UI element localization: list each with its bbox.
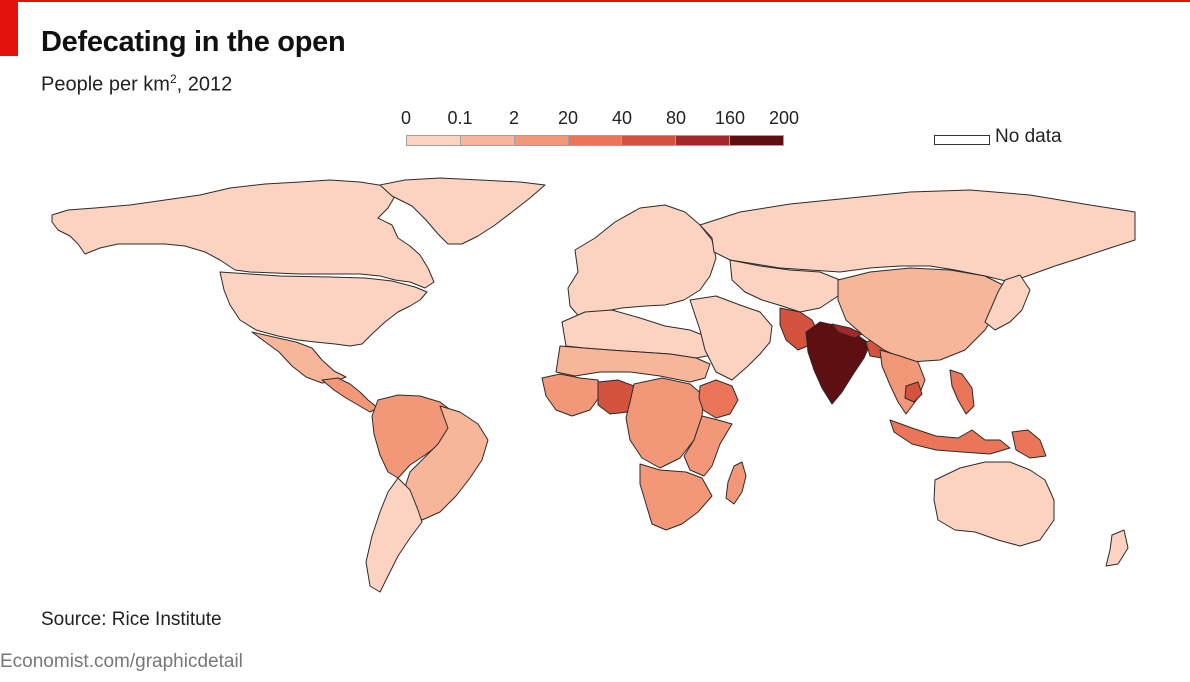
- no-data-label: No data: [995, 126, 1062, 147]
- legend-swatch: [730, 136, 784, 145]
- legend-tick: 2: [508, 108, 520, 128]
- region-indonesia: [889, 419, 1011, 455]
- brand-tag: [0, 0, 18, 56]
- region-greenland: [379, 177, 546, 245]
- region-china-mongolia: [837, 267, 1006, 363]
- legend-tick: 80: [665, 108, 687, 128]
- region-new-zealand: [1105, 529, 1129, 567]
- legend-tick: 20: [557, 108, 579, 128]
- region-central-america: [321, 377, 379, 413]
- legend-swatch: [568, 136, 623, 145]
- world-map: [51, 177, 1136, 593]
- no-data-swatch: [934, 135, 990, 145]
- region-central-africa: [625, 377, 705, 469]
- legend-swatch: [407, 136, 461, 145]
- legend-swatch: [460, 136, 515, 145]
- legend-bar: [406, 135, 784, 146]
- region-philippines: [949, 369, 975, 415]
- legend-tick: 40: [611, 108, 633, 128]
- top-rule: [0, 0, 1190, 2]
- region-nepal: [831, 323, 863, 339]
- region-southern-cone: [365, 477, 423, 593]
- region-west-africa: [541, 373, 601, 417]
- region-europe: [567, 204, 717, 321]
- region-australia: [933, 461, 1055, 547]
- subtitle-superscript: 2: [169, 72, 177, 86]
- source-note: Source: Rice Institute: [41, 609, 222, 630]
- subtitle-suffix: , 2012: [176, 73, 233, 96]
- region-southern-africa: [639, 463, 713, 531]
- chart-title: Defecating in the open: [41, 26, 346, 58]
- subtitle-prefix: People per km: [41, 73, 170, 96]
- chart-subtitle: People per km2, 2012: [41, 72, 232, 97]
- legend-tick: 0: [400, 108, 412, 128]
- region-japan-korea: [984, 274, 1031, 331]
- legend-swatch: [514, 136, 569, 145]
- region-united-states: [219, 271, 428, 347]
- footer-url[interactable]: Economist.com/graphicdetail: [0, 651, 243, 672]
- legend-tick: 160: [714, 108, 746, 128]
- region-east-africa: [683, 415, 733, 477]
- region-madagascar: [725, 461, 747, 505]
- region-papua-new-guinea: [1011, 429, 1047, 459]
- legend-swatch: [676, 136, 731, 145]
- region-central-asia: [729, 259, 841, 313]
- region-middle-east: [689, 295, 773, 381]
- region-cambodia: [904, 381, 923, 403]
- legend-tick: 200: [768, 108, 800, 128]
- legend-tick: 0.1: [447, 108, 473, 128]
- legend-swatch: [622, 136, 677, 145]
- region-brazil: [403, 405, 489, 521]
- color-legend: 0 0.1 2 20 40 80 160 200: [401, 108, 799, 148]
- region-canada-alaska: [51, 179, 435, 289]
- region-south-america-north: [371, 394, 457, 479]
- region-sahel: [555, 345, 711, 383]
- region-ethiopia: [698, 379, 739, 419]
